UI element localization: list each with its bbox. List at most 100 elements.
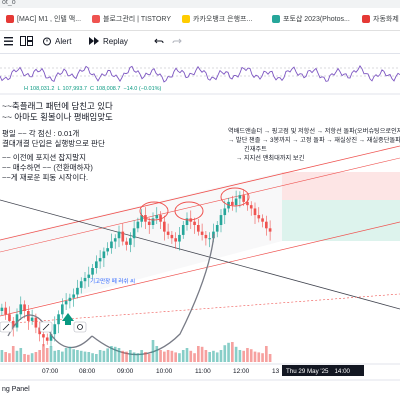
bookmark-label: 블로그관리 | TISTORY <box>103 16 171 23</box>
trendline-descending <box>0 199 400 310</box>
indicator-value-readout: H 108,031.2 L 107,993.7 C 108,008.7 −14.0 (−0.… <box>24 86 162 92</box>
tradingview-toolbar: Alert Replay <box>0 31 400 54</box>
bookmark-label: 카카오뱅크 은행프... <box>193 16 253 23</box>
time-cursor-badge <box>282 365 364 376</box>
candle-body <box>185 218 189 225</box>
candle-body <box>4 307 7 315</box>
volume-bar <box>140 350 143 362</box>
candle-body <box>174 238 177 242</box>
candle-body <box>223 208 227 216</box>
bookmark-tistory[interactable]: 블로그관리 | TISTORY <box>92 13 171 25</box>
candle-body <box>238 195 242 199</box>
indicator-template-button[interactable] <box>20 36 34 46</box>
candle-body <box>76 287 79 295</box>
volume-bar <box>121 350 125 362</box>
volume-bar <box>53 350 57 362</box>
volume-bar <box>151 340 155 362</box>
candle-body <box>151 218 155 225</box>
pattern-sketch-left <box>7 314 93 349</box>
trendline-lower <box>0 221 400 317</box>
bookmark-favicon-icon <box>272 15 280 23</box>
volume-bar <box>208 352 211 362</box>
brush-icon <box>2 323 10 331</box>
annotation-line: 결대개결 단입은 실행방으로 판단 <box>2 138 105 148</box>
candle-body <box>83 277 87 282</box>
trendline-dashed <box>0 293 400 325</box>
annotation-line: → 지지선 맨최대까지 보긴 <box>236 154 305 162</box>
candle-body <box>91 268 94 275</box>
volume-bar <box>204 350 208 362</box>
candle-body <box>204 234 208 239</box>
candle-body <box>95 261 98 268</box>
volume-bar <box>113 346 117 362</box>
volume-bar <box>34 352 38 362</box>
menu-button[interactable] <box>4 36 14 46</box>
bookmark-mac-m1[interactable]: [MAC] M1 , 인텔 맥... <box>6 13 81 25</box>
bottom-panel-label[interactable]: ng Panel <box>2 386 30 393</box>
volume-bar <box>159 350 162 362</box>
volume-bar <box>102 350 106 362</box>
undo-button[interactable] <box>154 36 164 46</box>
volume-bar <box>11 346 15 362</box>
bookmark-label: 포토샵 2023(Photos... <box>283 16 350 23</box>
candle-body <box>113 238 117 242</box>
bookmark-photoshop[interactable]: 포토샵 2023(Photos... <box>272 13 350 25</box>
candle-body <box>68 297 72 302</box>
annotation-line: ~~축플래그 패턴에 담친고 있다 <box>2 101 113 111</box>
volume-bar <box>15 350 19 362</box>
bookmarks-bar: [MAC] M1 , 인텔 맥... 블로그관리 | TISTORY 카카오뱅크… <box>0 8 400 31</box>
candle-body <box>249 205 253 209</box>
eye-icon <box>77 324 83 330</box>
replay-label: Replay <box>103 36 128 46</box>
volume-bar <box>170 350 174 362</box>
candle-body <box>30 317 34 321</box>
price-chart[interactable]: H 108,031.2 L 107,993.7 C 108,008.7 −14.0 (−0.… <box>0 54 400 400</box>
candle-body <box>64 301 68 305</box>
annotation-line: → 발단 챈졸 → 3봉까지 → 고정 돌파 → 재실상진 → 재실중단돌파 <box>228 136 400 144</box>
candle-body <box>34 317 38 328</box>
volume-bar <box>174 352 177 362</box>
candle-body <box>129 238 132 245</box>
bookmark-kakaobank[interactable]: 카카오뱅크 은행프... <box>182 13 252 25</box>
volume-bar <box>106 348 109 362</box>
volume-bar <box>147 354 151 362</box>
candle-body <box>121 231 125 242</box>
candle-body <box>257 215 261 219</box>
candle-body <box>53 324 57 335</box>
candle-body <box>155 215 159 219</box>
replay-button[interactable]: Replay <box>88 36 128 46</box>
candle-body <box>261 218 264 222</box>
bookmark-automation[interactable]: 자동화제 <box>362 13 399 25</box>
volume-bar <box>117 348 121 362</box>
candle-body <box>193 221 196 225</box>
candle-body <box>268 228 272 232</box>
volume-bar <box>200 346 204 362</box>
volume-bar <box>42 344 45 362</box>
candle-body <box>125 241 128 245</box>
candle-body <box>57 314 60 325</box>
candle-body <box>181 225 185 235</box>
time-tick-label: 13 <box>272 368 280 375</box>
drawing-tool-button[interactable] <box>73 321 87 333</box>
buy-arrow-icon <box>62 313 74 321</box>
candle-body <box>132 228 136 239</box>
volume-bar <box>212 350 215 362</box>
volume-bar <box>223 345 227 362</box>
candle-body <box>49 334 53 341</box>
drawing-toolbar <box>0 321 87 333</box>
candle-body <box>23 304 26 311</box>
candle-body <box>38 327 41 335</box>
volume-bar <box>163 351 166 362</box>
volume-bar <box>79 350 83 362</box>
candle-body <box>215 225 219 232</box>
alert-button[interactable]: Alert <box>42 36 71 46</box>
volume-bar <box>268 354 272 362</box>
bookmark-favicon-icon <box>6 15 14 23</box>
volume-bar <box>45 348 49 362</box>
volume-bar <box>242 350 245 362</box>
candle-body <box>11 320 15 328</box>
channel-label: 기고만장 떼 러쉬 씨 <box>90 277 135 285</box>
annotation-line: 긴재주트 <box>244 145 267 153</box>
browser-tab-strip: ot_o <box>0 0 400 8</box>
redo-button[interactable] <box>172 36 182 46</box>
